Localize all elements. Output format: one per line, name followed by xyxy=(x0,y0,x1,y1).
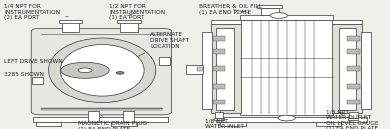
Bar xyxy=(213,66,225,71)
Bar xyxy=(213,84,225,89)
Bar xyxy=(202,32,212,109)
Text: ALTERNATE
DRIVE SHAFT
LOCATION: ALTERNATE DRIVE SHAFT LOCATION xyxy=(137,32,189,57)
Bar xyxy=(216,117,367,122)
Bar xyxy=(339,28,356,110)
FancyBboxPatch shape xyxy=(31,28,172,115)
Bar xyxy=(348,118,358,120)
Bar xyxy=(211,24,241,113)
Bar xyxy=(316,122,341,126)
Text: 3285 SHOWN: 3285 SHOWN xyxy=(4,72,44,77)
Bar xyxy=(186,65,203,74)
Bar xyxy=(120,22,138,32)
Bar xyxy=(211,20,241,24)
Bar xyxy=(347,100,360,104)
Bar xyxy=(347,84,360,89)
Bar xyxy=(332,20,362,24)
Text: 1/8 NPT
WATER OUTLET: 1/8 NPT WATER OUTLET xyxy=(326,110,370,120)
Bar xyxy=(197,67,203,71)
Circle shape xyxy=(116,72,124,74)
Bar xyxy=(213,36,225,41)
Bar xyxy=(32,77,43,84)
Bar xyxy=(240,20,333,115)
Bar xyxy=(58,20,82,23)
Bar xyxy=(36,122,61,126)
Bar xyxy=(347,36,360,41)
Bar xyxy=(62,22,79,32)
Bar xyxy=(214,118,224,120)
Bar xyxy=(349,112,358,118)
Ellipse shape xyxy=(60,45,144,96)
Bar xyxy=(41,108,162,110)
Bar xyxy=(347,49,360,54)
Bar xyxy=(332,24,362,113)
Text: 1/8 NPT
WATER INLET: 1/8 NPT WATER INLET xyxy=(205,111,244,129)
Bar xyxy=(216,28,234,110)
Circle shape xyxy=(61,62,109,78)
Bar xyxy=(361,32,370,109)
Text: LEFT DRIVE SHOWN: LEFT DRIVE SHOWN xyxy=(4,59,63,64)
Text: OIL LEVEL GAUGE
(1) EA END PLATE: OIL LEVEL GAUGE (1) EA END PLATE xyxy=(326,114,378,129)
Bar xyxy=(213,100,225,104)
Circle shape xyxy=(78,68,92,73)
Bar xyxy=(111,122,136,126)
Text: 1/4 NPT FOR
INSTRUMENTATION
(2) EA PORT: 1/4 NPT FOR INSTRUMENTATION (2) EA PORT xyxy=(4,4,68,21)
Bar xyxy=(261,8,279,15)
Text: MAGNETIC DRAIN PLUG
(1) EA END PLATE: MAGNETIC DRAIN PLUG (1) EA END PLATE xyxy=(78,115,147,129)
Bar xyxy=(117,20,141,23)
Bar xyxy=(159,57,170,64)
Text: BREATHER & OIL FILL
(1) EA END PLATE: BREATHER & OIL FILL (1) EA END PLATE xyxy=(199,4,262,15)
Bar xyxy=(220,122,246,126)
Bar xyxy=(123,111,134,122)
Circle shape xyxy=(270,13,287,18)
Bar xyxy=(257,5,282,8)
Bar xyxy=(347,66,360,71)
Bar xyxy=(213,49,225,54)
Circle shape xyxy=(278,115,295,121)
Bar xyxy=(88,111,99,122)
Bar xyxy=(240,15,333,20)
Ellipse shape xyxy=(48,38,156,103)
Bar xyxy=(33,117,168,122)
Text: 1/2 NPT FOR
INSTRUMENTATION
(1) EA PORT: 1/2 NPT FOR INSTRUMENTATION (1) EA PORT xyxy=(109,4,165,21)
Bar xyxy=(215,112,223,118)
